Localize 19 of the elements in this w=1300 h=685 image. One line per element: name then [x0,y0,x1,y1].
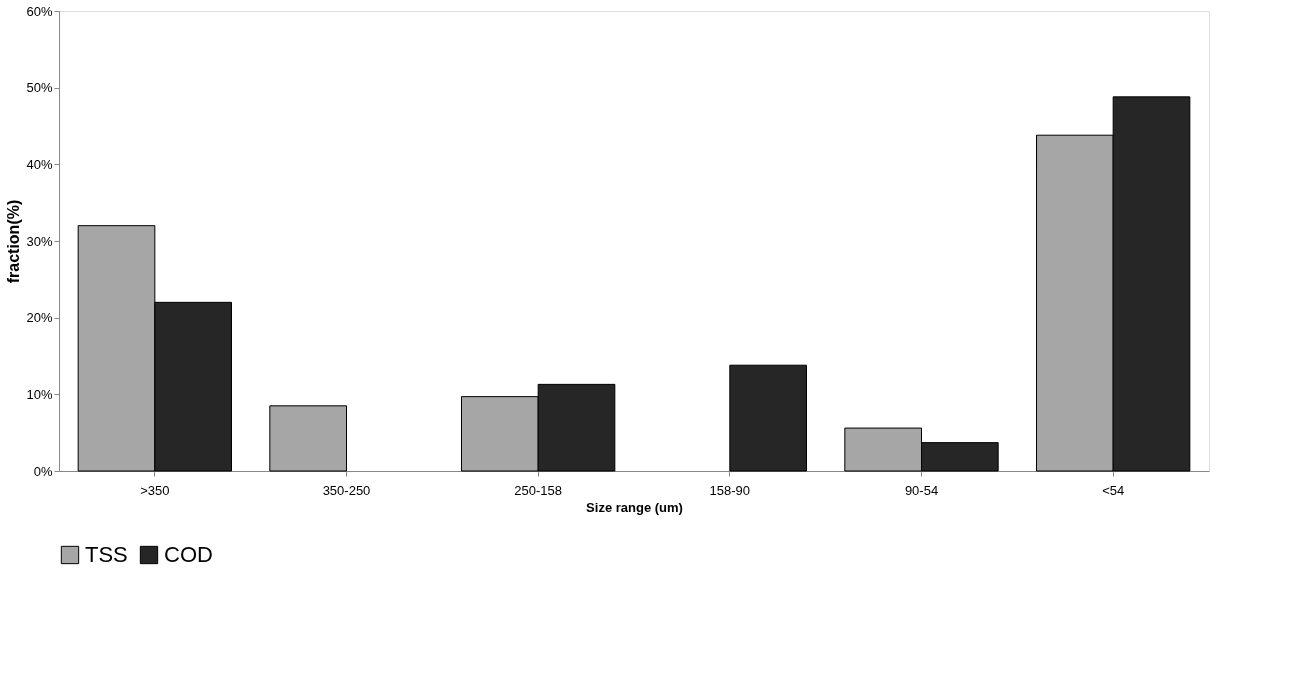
x-axis-title: Size range (um) [586,499,683,515]
y-tick-label: 50% [26,80,53,96]
y-tick-label: 10% [26,386,53,402]
y-tick-label: 60% [26,3,53,19]
x-tick-label: 90-54 [904,482,939,498]
x-tick-label: >350 [140,482,170,498]
y-tick-label: 0% [33,463,53,479]
x-tick-label: <54 [1102,482,1125,498]
x-tick-label: 158-90 [709,482,751,498]
legend-label: TSS [85,542,128,567]
x-tick-label: 250-158 [514,482,563,498]
bar [269,405,347,472]
bar [729,364,807,472]
legend-label: COD [164,542,213,567]
y-tick-label: 30% [26,233,53,249]
y-axis-title: fraction(%) [5,199,23,284]
x-tick-label: 350-250 [322,482,371,498]
y-tick-label: 20% [26,310,53,326]
y-tick-label: 40% [26,156,53,172]
